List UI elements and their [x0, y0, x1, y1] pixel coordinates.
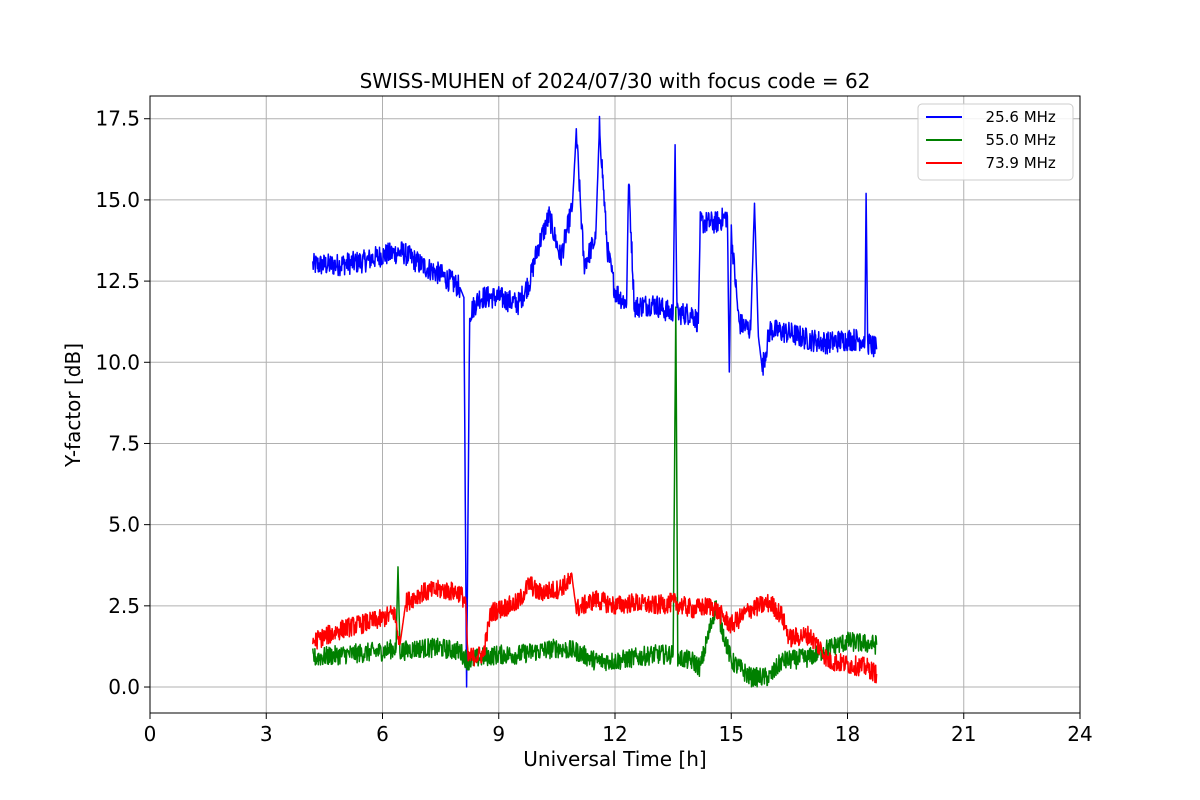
series-line [312, 572, 878, 684]
chart-title: SWISS-MUHEN of 2024/07/30 with focus cod… [360, 69, 871, 93]
y-axis-label: Y-factor [dB] [61, 343, 85, 468]
x-tick-label: 0 [144, 722, 157, 746]
y-tick-label: 5.0 [108, 513, 140, 537]
y-tick-label: 17.5 [95, 107, 140, 131]
y-tick-label: 10.0 [95, 350, 140, 374]
x-tick-label: 6 [376, 722, 389, 746]
y-tick-label: 7.5 [108, 431, 140, 455]
x-tick-label: 9 [492, 722, 505, 746]
legend-box [917, 103, 1074, 181]
legend: 25.6 MHz 55.0 MHz 73.9 MHz [917, 103, 1074, 181]
grid-lines [149, 96, 1081, 713]
x-tick-label: 18 [835, 722, 860, 746]
legend-label: 25.6 MHz [976, 108, 1056, 126]
series-layer [312, 115, 878, 688]
x-axis-label: Universal Time [h] [523, 747, 706, 771]
y-axis: 0.0 2.5 5.0 7.5 10.0 12.5 15.0 17.5 [95, 107, 150, 699]
y-tick-label: 0.0 [108, 675, 140, 699]
x-tick-label: 15 [719, 722, 744, 746]
x-tick-label: 21 [951, 722, 976, 746]
y-tick-label: 12.5 [95, 269, 140, 293]
y-tick-label: 2.5 [108, 594, 140, 618]
y-tick-label: 15.0 [95, 188, 140, 212]
legend-label: 55.0 MHz [976, 131, 1056, 149]
x-axis: 0 3 6 9 12 15 18 21 24 [144, 713, 1093, 746]
x-tick-label: 24 [1067, 722, 1092, 746]
series-line [312, 115, 878, 688]
legend-label: 73.9 MHz [976, 154, 1056, 172]
x-tick-label: 12 [602, 722, 627, 746]
series-line [312, 306, 878, 688]
x-tick-label: 3 [260, 722, 273, 746]
